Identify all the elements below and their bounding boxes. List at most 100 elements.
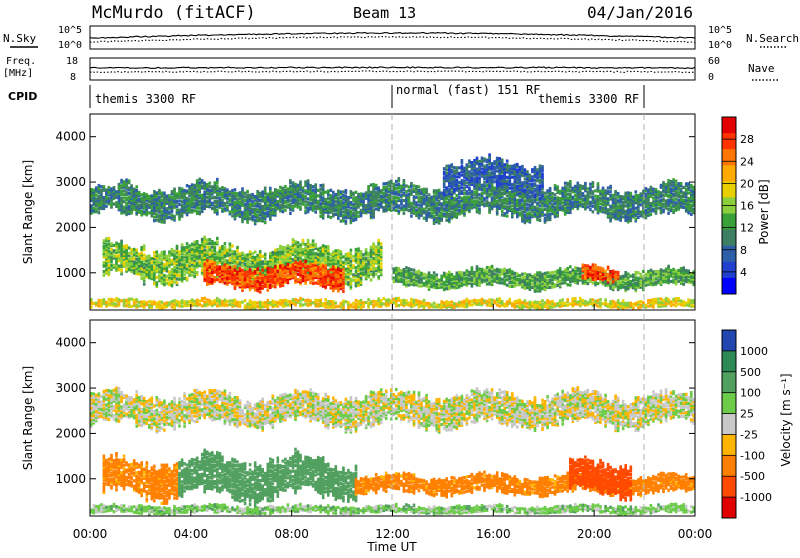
heatmap-cell (244, 254, 247, 257)
heatmap-cell (640, 203, 643, 206)
heatmap-cell (284, 209, 287, 212)
heatmap-cell (612, 210, 615, 213)
heatmap-cell (191, 268, 194, 271)
heatmap-cell (352, 279, 355, 282)
heatmap-cell (224, 246, 227, 249)
heatmap-cell (196, 271, 199, 274)
heatmap-cell (395, 183, 398, 186)
heatmap-cell (607, 186, 610, 189)
heatmap-cell (360, 272, 363, 275)
heatmap-cell (143, 254, 146, 257)
heatmap-cell (259, 199, 262, 202)
heatmap-cell (173, 215, 176, 218)
heatmap-cell (352, 264, 355, 267)
heatmap-cell (327, 197, 330, 200)
heatmap-cell (438, 200, 441, 203)
heatmap-cell (161, 210, 164, 213)
heatmap-cell (256, 280, 259, 283)
heatmap-cell (304, 180, 307, 183)
heatmap-cell (186, 277, 189, 280)
heatmap-cell (178, 199, 181, 202)
heatmap-cell (307, 239, 310, 242)
heatmap-cell (657, 199, 660, 202)
heatmap-cell (254, 270, 257, 273)
heatmap-cell (635, 194, 638, 197)
heatmap-cell (677, 182, 680, 185)
heatmap-cell (332, 213, 335, 216)
heatmap-cell (382, 206, 385, 209)
heatmap-cell (614, 197, 617, 200)
heatmap-cell (277, 270, 280, 273)
heatmap-cell (209, 182, 212, 185)
heatmap-cell (274, 188, 277, 191)
heatmap-cell (261, 190, 264, 193)
heatmap-cell (662, 181, 665, 184)
heatmap-cell (274, 285, 277, 288)
heatmap-cell (264, 187, 267, 190)
heatmap-cell (680, 182, 683, 185)
heatmap-cell (151, 264, 154, 267)
heatmap-cell (672, 198, 675, 201)
heatmap-cell (120, 240, 123, 243)
heatmap-cell (251, 280, 254, 283)
heatmap-cell (178, 250, 181, 253)
heatmap-cell (256, 267, 259, 270)
heatmap-cell (304, 247, 307, 250)
heatmap-cell (405, 194, 408, 197)
heatmap-cell (226, 270, 229, 273)
heatmap-cell (607, 190, 610, 193)
heatmap-cell (191, 209, 194, 212)
heatmap-cell (113, 249, 116, 252)
heatmap-cell (322, 244, 325, 247)
heatmap-cell (206, 238, 209, 241)
heatmap-cell (352, 259, 355, 262)
heatmap-cell (619, 204, 622, 207)
heatmap-cell (309, 243, 312, 246)
heatmap-cell (506, 198, 509, 201)
heatmap-cell (362, 257, 365, 260)
heatmap-cell (428, 212, 431, 215)
heatmap-cell (279, 274, 282, 277)
heatmap-cell (645, 209, 648, 212)
heatmap-cell (201, 269, 204, 272)
heatmap-cell (317, 248, 320, 251)
power-heatmap-cells (90, 153, 695, 310)
heatmap-cell (140, 197, 143, 200)
heatmap-cell (582, 185, 585, 188)
heatmap-cell (584, 182, 587, 185)
heatmap-cell (256, 276, 259, 279)
heatmap-cell (347, 281, 350, 284)
heatmap-cell (214, 262, 217, 265)
heatmap-cell (584, 195, 587, 198)
heatmap-cell (335, 200, 338, 203)
heatmap-cell (377, 203, 380, 206)
heatmap-cell (327, 256, 330, 259)
heatmap-cell (322, 196, 325, 199)
heatmap-cell (569, 193, 572, 196)
heatmap-cell (214, 276, 217, 279)
heatmap-cell (662, 208, 665, 211)
heatmap-cell (206, 265, 209, 268)
heatmap-cell (224, 282, 227, 285)
heatmap-cell (196, 262, 199, 265)
heatmap-cell (609, 194, 612, 197)
heatmap-cell (186, 264, 189, 267)
heatmap-cell (259, 290, 262, 293)
heatmap-cell (597, 182, 600, 185)
heatmap-cell (519, 199, 522, 202)
heatmap-cell (226, 249, 229, 252)
heatmap-cell (370, 273, 373, 276)
heatmap-cell (261, 266, 264, 269)
heatmap-cell (108, 264, 111, 267)
heatmap-cell (561, 187, 564, 190)
heatmap-cell (168, 211, 171, 214)
heatmap-cell (176, 281, 179, 284)
heatmap-cell (350, 210, 353, 213)
heatmap-cell (304, 189, 307, 192)
heatmap-cell (667, 208, 670, 211)
heatmap-cell (181, 263, 184, 266)
heatmap-cell (468, 192, 471, 195)
heatmap-cell (188, 264, 191, 267)
heatmap-cell (327, 245, 330, 248)
heatmap-cell (168, 258, 171, 261)
